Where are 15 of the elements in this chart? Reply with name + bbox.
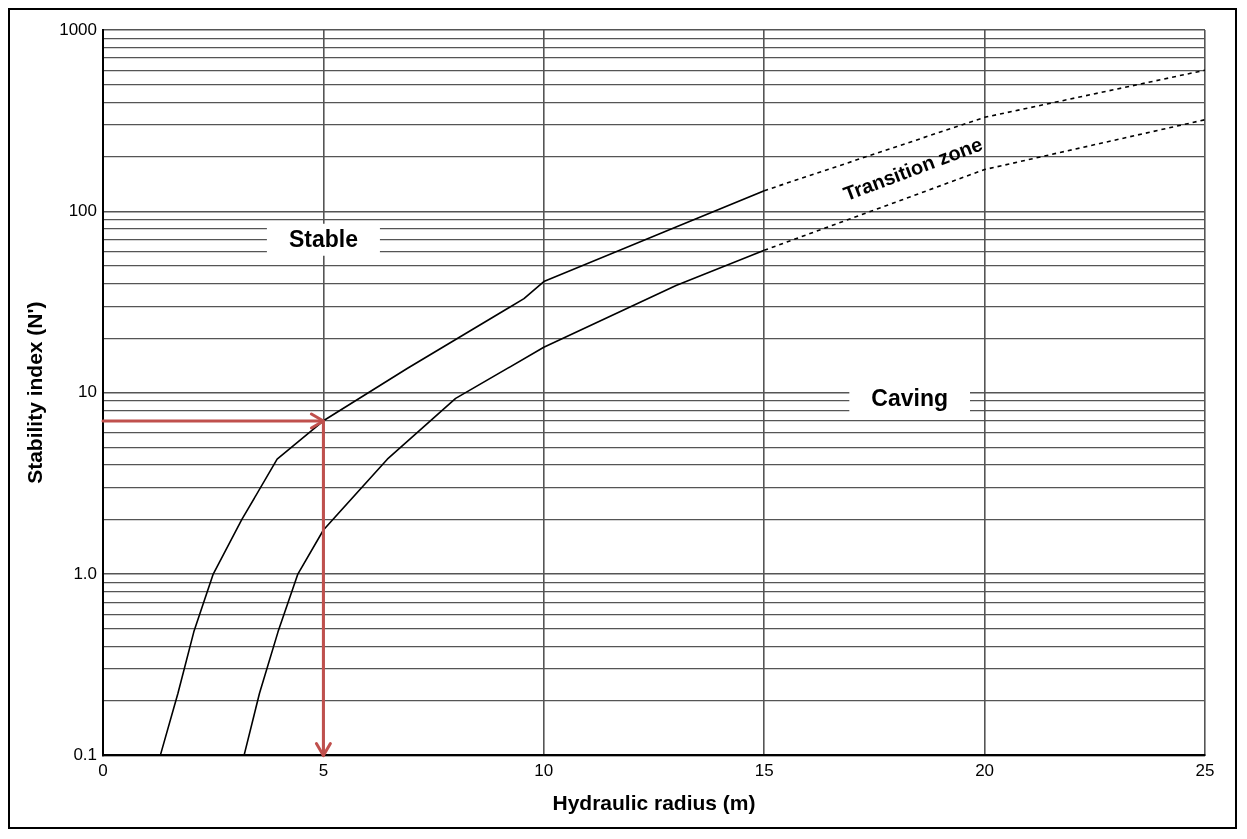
y-tick-label: 1.0	[73, 563, 98, 583]
annotation: Caving	[871, 384, 949, 411]
x-axis-title: Hydraulic radius (m)	[552, 791, 756, 815]
y-tick-label: 10	[78, 382, 98, 402]
x-tick-label: 15	[754, 761, 774, 781]
y-tick-label: 100	[68, 201, 98, 221]
x-tick-label: 0	[98, 761, 108, 781]
x-tick-label: 25	[1195, 761, 1215, 781]
y-tick-label: 1000	[59, 19, 98, 39]
x-tick-label: 20	[975, 761, 995, 781]
x-tick-label: 5	[318, 761, 329, 781]
y-axis-title: Stability index (N')	[23, 301, 47, 484]
y-tick-label: 0.1	[73, 745, 98, 765]
x-tick-label: 10	[534, 761, 554, 781]
annotation: Stable	[288, 225, 358, 252]
